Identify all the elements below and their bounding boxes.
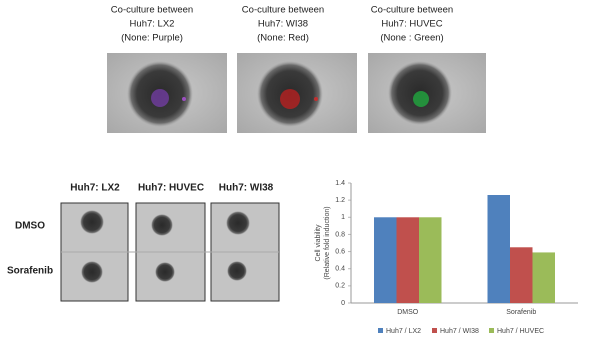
spheroid	[155, 262, 175, 282]
spheroid	[151, 214, 173, 236]
y-axis-label: Cell viability	[315, 224, 322, 261]
y-tick-label: 0	[341, 300, 345, 307]
y-tick-label: 0.4	[335, 266, 345, 273]
y-tick-label: 0.6	[335, 248, 345, 255]
spheroid	[80, 210, 104, 234]
legend-label: Huh7 / LX2	[386, 328, 421, 335]
spheroid	[227, 261, 247, 281]
stain	[280, 89, 300, 109]
top-images	[107, 53, 486, 133]
y-tick-label: 0.2	[335, 283, 345, 290]
x-tick-label: DMSO	[397, 309, 419, 316]
bar	[374, 217, 397, 303]
legend-swatch	[489, 328, 494, 333]
legend-swatch	[432, 328, 437, 333]
row-header: Sorafenib	[7, 266, 53, 277]
bar	[487, 195, 510, 303]
y-axis-label: (Relative fold induction)	[324, 206, 331, 279]
stain	[413, 91, 429, 107]
legend-label: Huh7 / WI38	[440, 328, 479, 335]
column-header: Huh7: LX2	[70, 183, 120, 194]
row-header: DMSO	[15, 221, 45, 232]
y-tick-label: 1	[341, 214, 345, 221]
caption: (None: Red)	[257, 33, 309, 44]
y-tick-label: 1.2	[335, 197, 345, 204]
spheroid	[226, 211, 250, 235]
y-tick-label: 0.8	[335, 231, 345, 238]
stain	[314, 97, 318, 101]
stain	[151, 89, 169, 107]
bar	[510, 247, 533, 303]
caption: (None : Green)	[380, 33, 443, 44]
stain	[182, 97, 186, 101]
legend-swatch	[378, 328, 383, 333]
caption: Huh7: WI38	[258, 19, 308, 30]
caption: Huh7: LX2	[130, 19, 175, 30]
bar	[532, 252, 555, 303]
grid-images	[60, 202, 280, 302]
bar	[396, 217, 419, 303]
caption: Huh7: HUVEC	[381, 19, 442, 30]
caption: Co-culture between	[242, 5, 324, 16]
caption: Co-culture between	[111, 5, 193, 16]
y-tick-label: 1.4	[335, 180, 345, 187]
legend-label: Huh7 / HUVEC	[497, 328, 544, 335]
caption: Co-culture between	[371, 5, 453, 16]
column-header: Huh7: HUVEC	[138, 183, 204, 194]
bar	[419, 217, 442, 303]
spheroid	[81, 261, 103, 283]
x-tick-label: Sorafenib	[506, 309, 536, 316]
column-header: Huh7: WI38	[219, 183, 274, 194]
caption: (None: Purple)	[121, 33, 183, 44]
